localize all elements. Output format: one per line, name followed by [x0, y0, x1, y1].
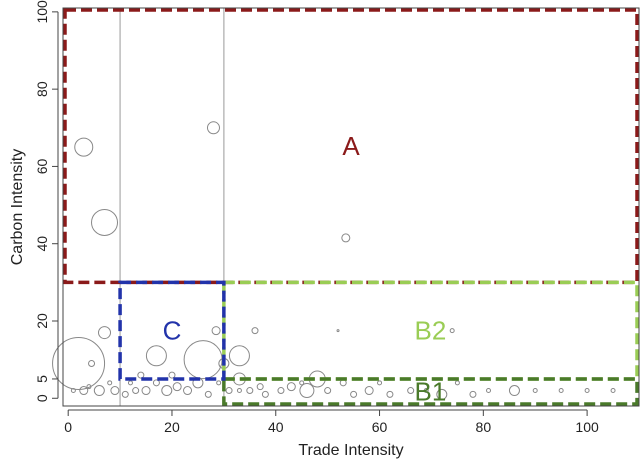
data-point	[350, 390, 358, 398]
data-point	[145, 345, 167, 367]
region-label-b1: B1	[415, 376, 447, 406]
data-point	[339, 379, 347, 387]
y-tick-label: 20	[34, 313, 50, 329]
x-axis-label: Trade Intensity	[298, 442, 403, 459]
data-point	[532, 388, 538, 394]
y-tick-label: 5	[34, 375, 50, 383]
data-point	[91, 208, 119, 236]
data-point	[261, 390, 269, 398]
data-point	[277, 387, 285, 395]
data-point	[407, 387, 415, 395]
data-point	[386, 390, 394, 398]
data-point	[183, 386, 193, 396]
data-point	[286, 382, 296, 392]
plot-frame	[62, 7, 640, 407]
data-point	[141, 386, 151, 396]
y-tick-label: 40	[34, 236, 50, 252]
data-point	[86, 384, 92, 390]
data-point	[168, 371, 176, 379]
data-point	[137, 371, 145, 379]
data-point	[246, 387, 254, 395]
reference-lines	[119, 8, 225, 406]
y-axis: 0 5 20 40 60 80 100	[34, 0, 59, 402]
data-point	[79, 386, 89, 396]
data-point	[364, 386, 374, 396]
x-tick-label: 100	[575, 419, 599, 435]
data-point	[584, 388, 590, 394]
data-point	[454, 380, 460, 386]
x-tick-label: 60	[372, 419, 388, 435]
data-point	[225, 387, 233, 395]
data-point	[228, 345, 250, 367]
data-point	[423, 388, 429, 394]
data-points	[52, 121, 616, 400]
data-point	[449, 328, 455, 334]
data-point	[74, 137, 94, 157]
data-point	[324, 387, 332, 395]
data-point	[251, 327, 259, 335]
data-point	[152, 379, 160, 387]
data-point	[70, 388, 76, 394]
data-point	[486, 388, 492, 394]
y-tick-label: 80	[34, 81, 50, 97]
data-point	[299, 383, 315, 399]
data-point	[132, 387, 140, 395]
x-axis: 0 20 40 60 80 100	[64, 409, 599, 435]
data-point	[299, 380, 305, 386]
data-point	[256, 383, 264, 391]
data-point	[110, 386, 120, 396]
data-point	[98, 326, 112, 340]
region-label-c: C	[163, 316, 182, 346]
data-point	[88, 359, 96, 367]
data-point	[183, 340, 223, 380]
data-point	[336, 329, 340, 333]
data-point	[161, 385, 173, 397]
region-label-a: A	[342, 131, 360, 161]
data-point	[93, 385, 105, 397]
data-point	[216, 380, 222, 386]
data-point	[436, 388, 448, 400]
data-point	[508, 385, 520, 397]
y-axis-label: Carbon Intensity	[9, 149, 26, 266]
data-point	[204, 390, 212, 398]
data-point	[127, 380, 133, 386]
data-point	[377, 380, 383, 386]
data-point	[211, 326, 221, 336]
region-boxes: A B2 B1 C	[63, 8, 639, 406]
region-box-b1	[222, 377, 639, 406]
data-point	[52, 336, 106, 390]
data-point	[341, 233, 351, 243]
data-point	[206, 121, 220, 135]
x-tick-label: 0	[64, 419, 72, 435]
data-point	[236, 388, 242, 394]
region-label-b2: B2	[415, 316, 447, 346]
data-point	[121, 390, 129, 398]
region-box-c	[118, 280, 226, 381]
x-tick-label: 80	[476, 419, 492, 435]
x-tick-label: 40	[268, 419, 284, 435]
y-tick-label: 100	[34, 0, 50, 24]
data-point	[558, 388, 564, 394]
x-tick-label: 20	[164, 419, 180, 435]
data-point	[172, 382, 182, 392]
y-tick-label: 60	[34, 158, 50, 174]
data-point	[610, 388, 616, 394]
y-tick-label: 0	[34, 394, 50, 402]
data-point	[107, 380, 113, 386]
data-point	[469, 390, 477, 398]
region-box-a	[63, 8, 639, 285]
